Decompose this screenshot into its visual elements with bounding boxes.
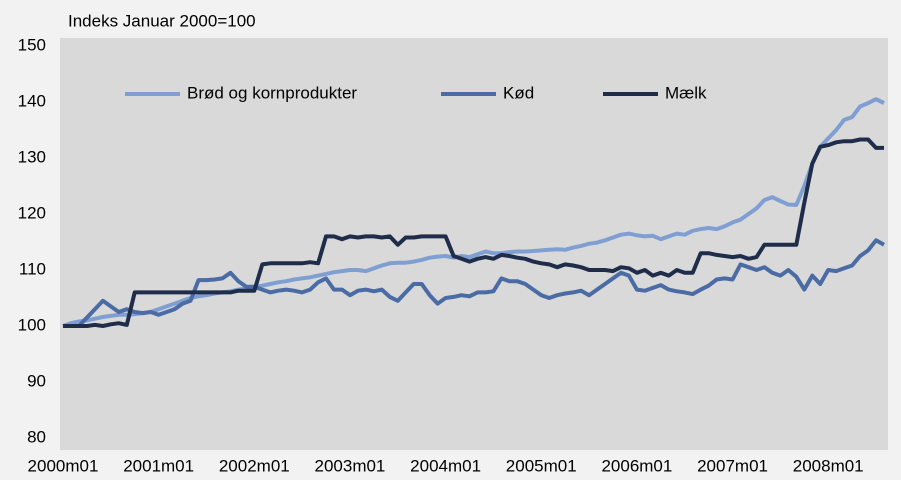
plot-area	[60, 38, 888, 450]
y-tick-label: 100	[18, 315, 46, 334]
y-axis-label: Indeks Januar 2000=100	[68, 11, 256, 30]
x-tick-label: 2008m01	[793, 456, 864, 475]
x-tick-label: 2005m01	[506, 456, 577, 475]
y-tick-label: 80	[27, 427, 46, 446]
x-tick-label: 2007m01	[697, 456, 768, 475]
y-tick-label: 90	[27, 371, 46, 390]
legend-label: Kød	[503, 83, 534, 102]
y-tick-label: 120	[18, 203, 46, 222]
x-tick-label: 2001m01	[123, 456, 194, 475]
line-series	[62, 97, 885, 328]
x-tick-label: 2004m01	[410, 456, 481, 475]
x-tick-label: 2006m01	[601, 456, 672, 475]
y-tick-label: 140	[18, 91, 46, 110]
legend-label: Mælk	[665, 83, 707, 102]
x-tick-label: 2000m01	[28, 456, 99, 475]
line-series	[63, 137, 884, 328]
y-tick-label: 110	[19, 259, 46, 278]
line-series	[63, 238, 885, 328]
legend-label: Brød og kornprodukter	[187, 83, 357, 102]
y-tick-label: 150	[18, 35, 46, 54]
x-tick-label: 2003m01	[315, 456, 386, 475]
y-tick-label: 130	[18, 147, 46, 166]
x-tick-label: 2002m01	[219, 456, 290, 475]
